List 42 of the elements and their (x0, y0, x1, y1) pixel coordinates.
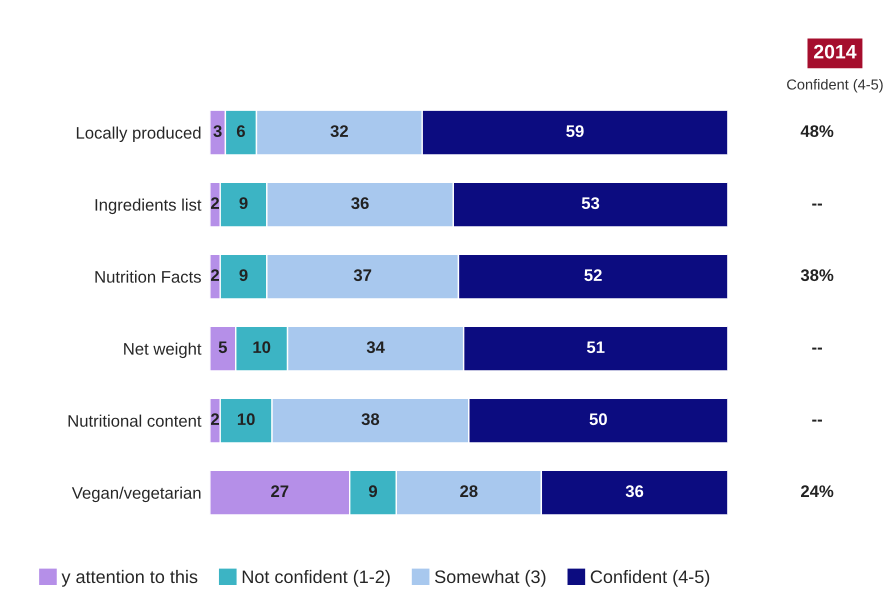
text: -- (812, 348, 822, 350)
y-tick-label: Locally produced (76, 126, 200, 142)
data-label: 10 (253, 341, 270, 354)
y-tick-label: Vegan/vegetarian (72, 486, 200, 502)
data-label: 2 (210, 197, 219, 209)
data-label: 37 (354, 269, 372, 282)
data-label: 34 (366, 341, 385, 354)
data-label: 32 (330, 125, 348, 138)
data-label: 9 (239, 269, 248, 282)
y-tick-label: Nutritional content (68, 414, 202, 427)
data-label: 36 (351, 197, 369, 210)
text: 24% (800, 485, 834, 498)
legend-label: Somewhat (3) (434, 570, 546, 587)
data-label: 38 (362, 413, 380, 426)
text: Confident (4-5) (787, 78, 883, 93)
data-label: 9 (368, 485, 378, 498)
data-label: 3 (213, 125, 222, 138)
data-label: 10 (238, 413, 255, 426)
y-tick-label: Nutrition Facts (95, 270, 201, 283)
legend-label: Confident (4-5) (590, 570, 710, 587)
data-label: 27 (271, 485, 288, 497)
data-label: 59 (566, 125, 584, 138)
legend-label: y attention to this (62, 570, 198, 587)
data-label: 53 (582, 197, 600, 210)
data-label: 28 (460, 485, 478, 498)
data-label: 5 (218, 341, 227, 354)
text: 2014 (814, 44, 856, 59)
data-label: 2 (210, 269, 219, 281)
data-label: 51 (586, 341, 605, 354)
data-label: 52 (584, 269, 602, 282)
text: -- (812, 204, 822, 206)
text: 48% (800, 125, 834, 138)
y-tick-label: Net weight (124, 342, 202, 358)
data-label: 36 (626, 485, 644, 498)
data-label: 50 (590, 413, 607, 426)
legend-label: Not confident (1-2) (242, 570, 390, 587)
data-label: 9 (239, 197, 248, 210)
y-tick-label: Ingredients list (96, 198, 202, 214)
data-label: 6 (236, 125, 245, 138)
data-label: 2 (210, 413, 219, 425)
text: -- (812, 420, 822, 422)
text: 38% (800, 269, 834, 282)
